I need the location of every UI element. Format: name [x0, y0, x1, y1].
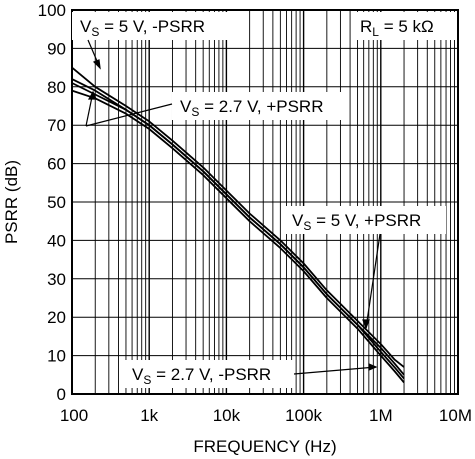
arrowhead-vs5-plus: [362, 319, 370, 330]
annotation-vs5-plus: VS = 5 V, +PSRR: [284, 206, 446, 234]
y-tick-label: 40: [47, 231, 66, 250]
y-tick-label: 0: [57, 385, 66, 404]
y-tick-label: 60: [47, 155, 66, 174]
leader-vs5-plus: [365, 233, 381, 329]
plot-frame: [71, 9, 459, 395]
x-tick-label: 10M: [439, 406, 472, 425]
svg-text:VS = 5 V, +PSRR: VS = 5 V, +PSRR: [292, 211, 421, 233]
svg-text:VS = 2.7 V, -PSRR: VS = 2.7 V, -PSRR: [132, 365, 271, 387]
y-tick-label: 100: [38, 1, 66, 20]
chart-grid: [72, 10, 458, 394]
y-tick-label: 30: [47, 270, 66, 289]
annotation-leaders: [85, 39, 381, 375]
x-axis-label: FREQUENCY (Hz): [193, 437, 336, 456]
series-line-4: [71, 89, 405, 384]
y-tick-label: 50: [47, 193, 66, 212]
svg-text:VS = 2.7 V, +PSRR: VS = 2.7 V, +PSRR: [180, 97, 323, 119]
x-tick-label: 1k: [140, 406, 158, 425]
y-tick-label: 20: [47, 308, 66, 327]
y-tick-label: 90: [47, 39, 66, 58]
chart-annotations: VS = 5 V, -PSRR RL = 5 kΩ VS = 2.7 V, +P…: [72, 12, 456, 388]
svg-text:VS = 5 V, -PSRR: VS = 5 V, -PSRR: [80, 17, 205, 39]
x-tick-label: 100k: [285, 406, 322, 425]
y-axis-label: PSRR (dB): [2, 160, 21, 244]
chart-series-group: [71, 66, 405, 384]
leader-vs27-minus: [293, 366, 377, 375]
annotation-rl: RL = 5 kΩ: [352, 12, 456, 40]
series-line-1: [71, 66, 405, 368]
svg-text:RL = 5 kΩ: RL = 5 kΩ: [360, 17, 434, 39]
series-line-3: [71, 82, 405, 380]
arrowhead-vs5-minus: [92, 59, 101, 70]
y-tick-label: 80: [47, 78, 66, 97]
y-tick-labels: 0 10 20 30 40 50 60 70 80 90 100: [38, 1, 66, 404]
x-tick-label: 100: [60, 406, 88, 425]
annotation-vs27-plus: VS = 2.7 V, +PSRR: [172, 92, 344, 120]
arrowhead-vs27-minus: [368, 363, 378, 371]
leader-vs27-plus-a: [85, 103, 173, 127]
annotation-vs27-minus: VS = 2.7 V, -PSRR: [124, 360, 294, 388]
arrowhead-vs27-plus: [87, 90, 97, 100]
y-tick-label: 10: [47, 347, 66, 366]
x-tick-labels: 100 1k 10k 100k 1M 10M: [60, 406, 472, 425]
annotation-vs5-minus: VS = 5 V, -PSRR: [72, 12, 232, 40]
x-tick-label: 1M: [369, 406, 393, 425]
y-tick-label: 70: [47, 116, 66, 135]
x-tick-label: 10k: [213, 406, 241, 425]
